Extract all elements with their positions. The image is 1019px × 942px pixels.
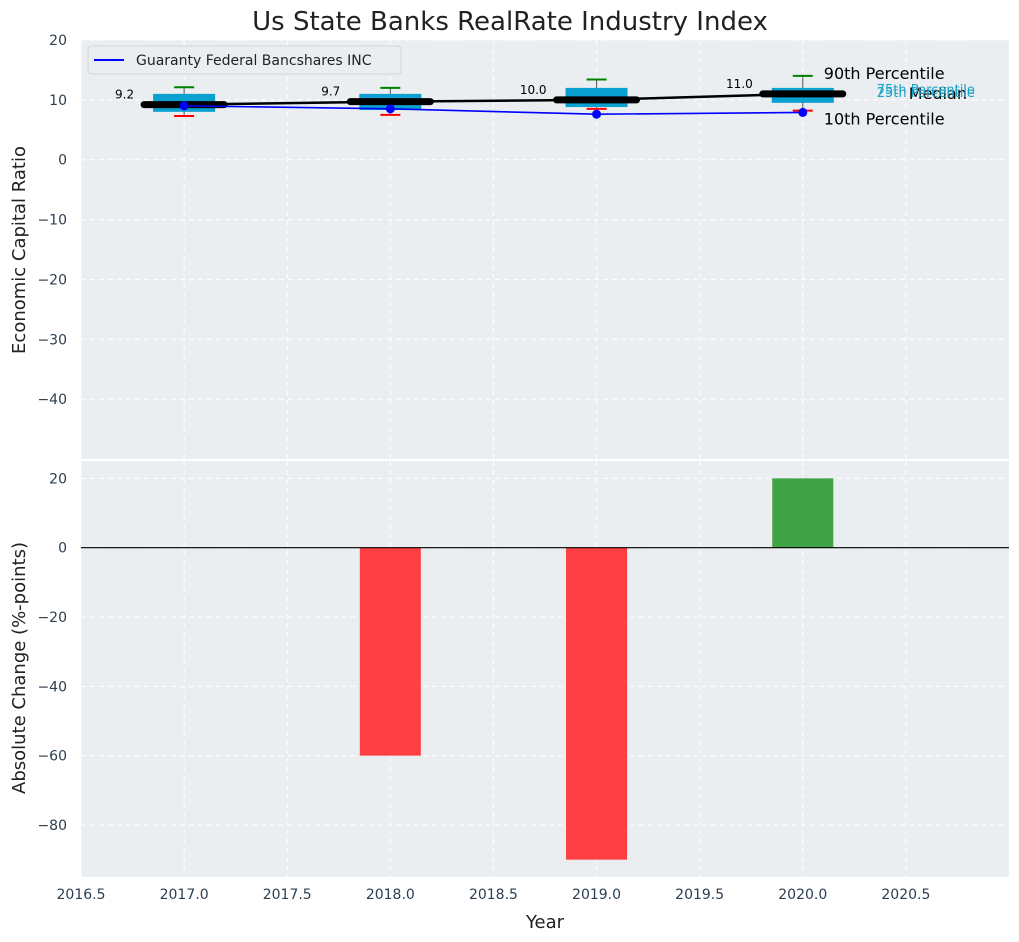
x-tick-label: 2017.0: [160, 887, 209, 903]
bottom-y-tick-label: −40: [37, 679, 67, 695]
top-y-tick-label: 0: [58, 153, 67, 169]
p10-annotation: 10th Percentile: [824, 110, 945, 129]
company-point: [798, 107, 808, 117]
x-tick-label: 2017.5: [263, 887, 312, 903]
company-point: [179, 101, 189, 111]
p90-annotation: 90th Percentile: [824, 64, 945, 83]
x-tick-label: 2020.5: [881, 887, 930, 903]
median-value-label: 9.7: [321, 85, 340, 99]
chart-title: Us State Banks RealRate Industry Index: [252, 7, 768, 37]
change-bar: [359, 547, 421, 756]
bottom-y-tick-label: 0: [58, 541, 67, 557]
legend: Guaranty Federal Bancshares INC: [87, 45, 402, 75]
median-value-label: 9.2: [115, 88, 134, 102]
top-panel-background: [81, 40, 1009, 459]
q3-annotation: 75th Percentile: [877, 83, 975, 98]
change-bar: [772, 478, 834, 548]
median-value-label: 11.0: [726, 77, 753, 91]
median-value-label: 10.0: [520, 83, 547, 97]
bottom-y-tick-label: −60: [37, 749, 67, 765]
company-point: [592, 109, 602, 119]
bottom-y-tick-label: 20: [49, 471, 67, 487]
x-tick-label: 2019.0: [572, 887, 621, 903]
change-bar: [566, 547, 628, 860]
bottom-panel: 20 0 −20 −40 −60 −80 2016.5 2017.0 2017.5 2018.0…: [9, 461, 1009, 933]
top-y-tick-label: 10: [49, 93, 67, 109]
x-tick-label: 2018.0: [366, 887, 415, 903]
q1-annotation: 25th Percentile: [877, 86, 975, 101]
legend-box: [87, 45, 402, 75]
x-tick-label: 2020.0: [778, 887, 827, 903]
top-y-axis-label: Economic Capital Ratio: [9, 146, 30, 354]
bottom-y-axis-label: Absolute Change (%-points): [9, 542, 30, 794]
company-point: [385, 104, 395, 114]
top-panel: 20 10 0 −10 −20 −30 −40 9.2 9.7 10.0 11.0 90th Per…: [9, 33, 1009, 459]
x-tick-label: 2018.5: [469, 887, 518, 903]
legend-entry: Guaranty Federal Bancshares INC: [136, 53, 372, 69]
top-y-tick-label: −10: [37, 213, 67, 229]
bottom-y-tick-label: −20: [37, 610, 67, 626]
x-tick-label: 2019.5: [675, 887, 724, 903]
top-y-tick-label: −40: [37, 392, 67, 408]
bottom-y-tick-label: −80: [37, 818, 67, 834]
x-tick-label: 2016.5: [57, 887, 106, 903]
top-y-tick-label: −20: [37, 272, 67, 288]
x-axis-label: Year: [525, 912, 565, 933]
top-y-tick-label: −30: [37, 332, 67, 348]
bottom-panel-background: [81, 461, 1009, 877]
company-series-line: [184, 105, 803, 116]
top-y-tick-label: 20: [49, 33, 67, 49]
median-annotation: Median: [909, 84, 967, 103]
median-series-line: [184, 92, 803, 106]
